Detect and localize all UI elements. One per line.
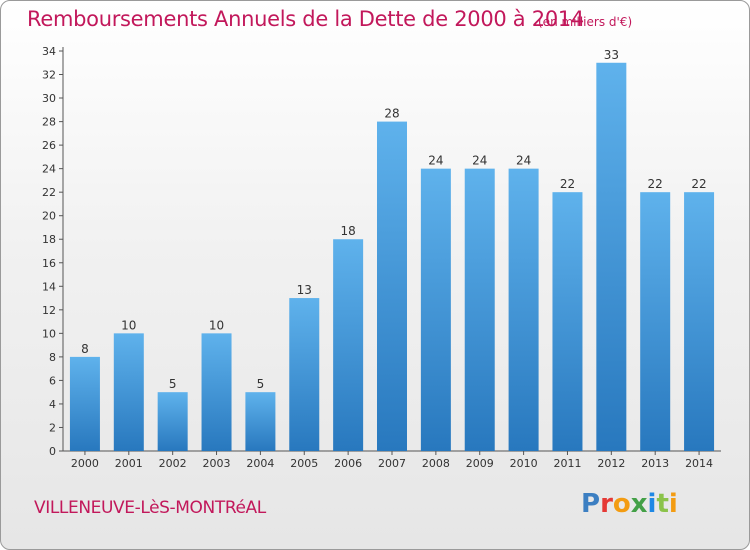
y-tick-label: 14	[42, 280, 56, 293]
bar	[684, 192, 715, 452]
y-tick-label: 0	[49, 445, 56, 458]
y-tick-label: 28	[42, 116, 56, 129]
bar-value-label: 22	[560, 177, 575, 191]
x-tick-label: 2002	[159, 457, 187, 470]
bar-value-label: 28	[384, 107, 399, 121]
x-tick-label: 2009	[466, 457, 494, 470]
bar-value-label: 5	[169, 377, 177, 391]
bar	[333, 239, 364, 451]
bar-value-label: 18	[340, 224, 355, 238]
x-tick-label: 2004	[246, 457, 274, 470]
bar	[377, 121, 407, 452]
x-tick-label: 2000	[71, 457, 99, 470]
bar-value-label: 8	[81, 342, 89, 356]
y-tick-label: 2	[49, 421, 56, 434]
x-tick-label: 2014	[685, 457, 713, 470]
bar	[640, 192, 671, 452]
bar	[113, 333, 144, 451]
x-tick-label: 2006	[334, 457, 362, 470]
bar	[508, 168, 539, 451]
logo-letter: x	[630, 489, 648, 519]
x-tick-label: 2001	[115, 457, 143, 470]
logo-letter: i	[668, 489, 678, 519]
y-tick-label: 10	[42, 327, 56, 340]
bar	[69, 356, 100, 451]
y-tick-label: 24	[42, 163, 56, 176]
bar-value-label: 22	[648, 177, 663, 191]
y-tick-label: 20	[42, 210, 56, 223]
bar-value-label: 22	[691, 177, 706, 191]
x-tick-label: 2003	[203, 457, 231, 470]
y-tick-label: 26	[42, 139, 56, 152]
bar	[157, 392, 188, 451]
bar-value-label: 5	[257, 377, 265, 391]
bar-value-label: 24	[428, 154, 443, 168]
x-tick-label: 2008	[422, 457, 450, 470]
bar	[464, 168, 495, 451]
bar-value-label: 10	[121, 318, 136, 332]
bar-value-label: 10	[209, 318, 224, 332]
chart-subtitle: (en milliers d'€)	[538, 15, 633, 29]
chart-title: Remboursements Annuels de la Dette de 20…	[27, 7, 584, 31]
y-tick-label: 18	[42, 233, 56, 246]
bar	[596, 62, 627, 451]
y-tick-label: 32	[42, 69, 56, 82]
bar-value-label: 24	[516, 154, 531, 168]
bar-value-label: 13	[297, 283, 312, 297]
bar	[201, 333, 232, 451]
logo-letter: P	[581, 489, 601, 519]
x-tick-label: 2005	[290, 457, 318, 470]
bar	[289, 298, 320, 451]
y-tick-label: 12	[42, 304, 56, 317]
bar	[245, 392, 276, 451]
y-tick-label: 30	[42, 92, 56, 105]
logo-letter: i	[647, 489, 657, 519]
bar-value-label: 33	[604, 48, 619, 62]
y-tick-label: 34	[42, 45, 56, 58]
bar-value-label: 24	[472, 154, 487, 168]
bar	[552, 192, 583, 452]
x-tick-label: 2012	[597, 457, 625, 470]
y-tick-label: 22	[42, 186, 56, 199]
y-tick-label: 8	[49, 351, 56, 364]
logo-letter: t	[656, 489, 669, 519]
y-tick-label: 4	[49, 398, 56, 411]
logo-letter: r	[600, 489, 613, 519]
commune-name: VILLENEUVE-LèS-MONTRéAL	[34, 498, 266, 518]
y-tick-label: 16	[42, 257, 56, 270]
bar	[420, 168, 451, 451]
proxiti-logo: Proxiti	[581, 489, 678, 519]
x-tick-label: 2010	[510, 457, 538, 470]
x-tick-label: 2007	[378, 457, 406, 470]
x-tick-label: 2011	[553, 457, 581, 470]
logo-letter: o	[612, 489, 631, 519]
x-tick-label: 2013	[641, 457, 669, 470]
y-tick-label: 6	[49, 374, 56, 387]
